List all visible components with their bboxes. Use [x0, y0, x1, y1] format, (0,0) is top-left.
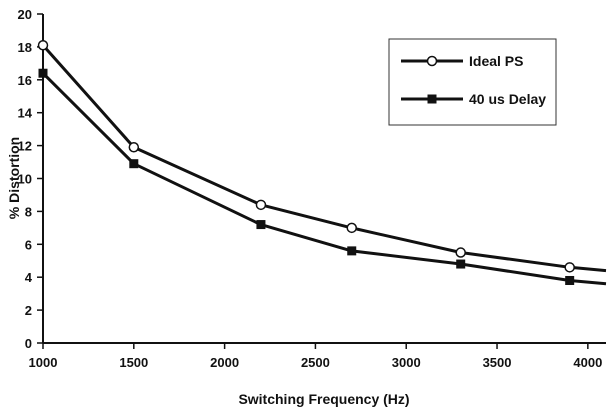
data-point-square	[38, 68, 48, 78]
x-tick-label: 3000	[392, 355, 421, 370]
y-tick-label: 20	[18, 7, 32, 22]
legend-label: 40 us Delay	[469, 91, 546, 107]
x-axis-title: Switching Frequency (Hz)	[238, 391, 409, 407]
data-point-square	[565, 275, 575, 285]
x-tick-label: 1500	[119, 355, 148, 370]
legend: Ideal PS 40 us Delay	[388, 38, 557, 126]
data-point-square	[129, 159, 139, 169]
x-tick-label: 2500	[301, 355, 330, 370]
data-point-circle	[564, 262, 575, 273]
y-tick-label: 0	[25, 336, 32, 351]
x-tick-label: 2000	[210, 355, 239, 370]
legend-label: Ideal PS	[469, 53, 523, 69]
data-point-circle	[128, 141, 140, 153]
y-tick-label: 8	[25, 204, 32, 219]
data-point-circle	[255, 199, 267, 211]
series-group	[38, 68, 607, 286]
data-point-circle	[37, 40, 49, 51]
series-group	[37, 40, 607, 273]
legend-entry: Ideal PS	[401, 53, 523, 69]
data-point-square	[456, 259, 466, 269]
series-layer	[37, 40, 607, 286]
y-ticks: 0 2 4 6 8 10 12 14 16 18 20	[18, 7, 43, 351]
x-tick-label: 1000	[29, 355, 58, 370]
legend-box	[388, 38, 557, 126]
data-point-square	[256, 220, 266, 230]
data-point-circle	[346, 222, 357, 234]
y-tick-label: 10	[18, 172, 32, 187]
y-tick-label: 6	[25, 237, 32, 252]
data-point-circle	[426, 55, 438, 67]
y-tick-label: 2	[25, 303, 32, 318]
legend-entry: 40 us Delay	[401, 91, 546, 107]
y-tick-label: 12	[18, 139, 32, 154]
x-tick-label: 3500	[483, 355, 512, 370]
x-ticks: 1000 1500 2000 2500 3000 3500 4000	[29, 343, 602, 370]
y-axis-title: % Distortion	[6, 137, 22, 219]
y-tick-label: 14	[18, 106, 33, 121]
y-tick-label: 16	[18, 73, 32, 88]
data-point-circle	[455, 247, 466, 258]
legend-entries: Ideal PS 40 us Delay	[401, 53, 546, 107]
data-point-square	[427, 94, 437, 104]
x-tick-label: 4000	[573, 355, 602, 370]
data-point-square	[347, 246, 357, 256]
y-tick-label: 4	[25, 270, 33, 285]
y-tick-label: 18	[18, 40, 32, 55]
